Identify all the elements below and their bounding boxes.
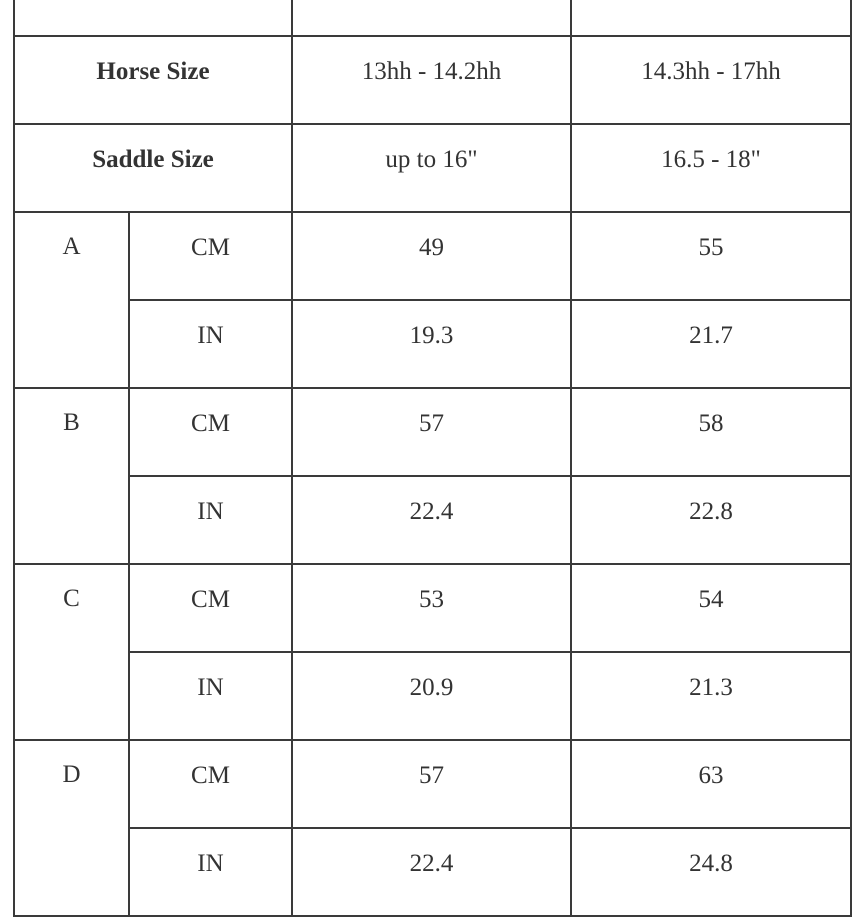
unit-cell: CM bbox=[128, 387, 293, 477]
value-col1: 19.3 bbox=[291, 299, 572, 389]
table-row: C CM 53 54 bbox=[13, 563, 852, 741]
measurement-letter: B bbox=[13, 387, 130, 565]
horse-size-col1: 13hh - 14.2hh bbox=[291, 35, 572, 125]
header-col1 bbox=[291, 0, 572, 37]
unit-cell: CM bbox=[128, 563, 293, 653]
size-chart-table: Horse Size 13hh - 14.2hh 14.3hh - 17hh S… bbox=[13, 0, 852, 917]
unit-cell: IN bbox=[128, 827, 293, 917]
saddle-size-col1: up to 16" bbox=[291, 123, 572, 213]
value-col1: 53 bbox=[291, 563, 572, 653]
value-col2: 24.8 bbox=[570, 827, 852, 917]
value-col1: 22.4 bbox=[291, 827, 572, 917]
value-col2: 21.7 bbox=[570, 299, 852, 389]
value-col2: 21.3 bbox=[570, 651, 852, 741]
value-col1: 57 bbox=[291, 739, 572, 829]
value-col1: 20.9 bbox=[291, 651, 572, 741]
unit-cell: IN bbox=[128, 475, 293, 565]
value-col2: 22.8 bbox=[570, 475, 852, 565]
value-col2: 58 bbox=[570, 387, 852, 477]
value-col1: 22.4 bbox=[291, 475, 572, 565]
saddle-size-row: Saddle Size up to 16" 16.5 - 18" bbox=[13, 123, 852, 213]
unit-cell: CM bbox=[128, 211, 293, 301]
table-row: IN 22.4 22.8 bbox=[14, 475, 852, 565]
table-row: D CM 57 63 bbox=[13, 739, 852, 917]
horse-size-label: Horse Size bbox=[13, 35, 293, 125]
table-row: IN 20.9 21.3 bbox=[14, 651, 852, 741]
table-row: IN 19.3 21.7 bbox=[14, 299, 852, 389]
unit-cell: CM bbox=[128, 739, 293, 829]
unit-cell: IN bbox=[128, 651, 293, 741]
value-col1: 49 bbox=[291, 211, 572, 301]
header-row bbox=[13, 0, 852, 37]
saddle-size-label: Saddle Size bbox=[13, 123, 293, 213]
value-col2: 55 bbox=[570, 211, 852, 301]
table-row: A CM 49 55 bbox=[13, 211, 852, 389]
header-label bbox=[13, 0, 293, 37]
value-col2: 54 bbox=[570, 563, 852, 653]
horse-size-col2: 14.3hh - 17hh bbox=[570, 35, 852, 125]
value-col2: 63 bbox=[570, 739, 852, 829]
measurement-letter: C bbox=[13, 563, 130, 741]
measurement-letter: A bbox=[13, 211, 130, 389]
measurement-letter: D bbox=[13, 739, 130, 917]
table-row: B CM 57 58 bbox=[13, 387, 852, 565]
unit-cell: IN bbox=[128, 299, 293, 389]
saddle-size-col2: 16.5 - 18" bbox=[570, 123, 852, 213]
value-col1: 57 bbox=[291, 387, 572, 477]
horse-size-row: Horse Size 13hh - 14.2hh 14.3hh - 17hh bbox=[13, 35, 852, 125]
header-col2 bbox=[570, 0, 852, 37]
table-row: IN 22.4 24.8 bbox=[14, 827, 852, 917]
